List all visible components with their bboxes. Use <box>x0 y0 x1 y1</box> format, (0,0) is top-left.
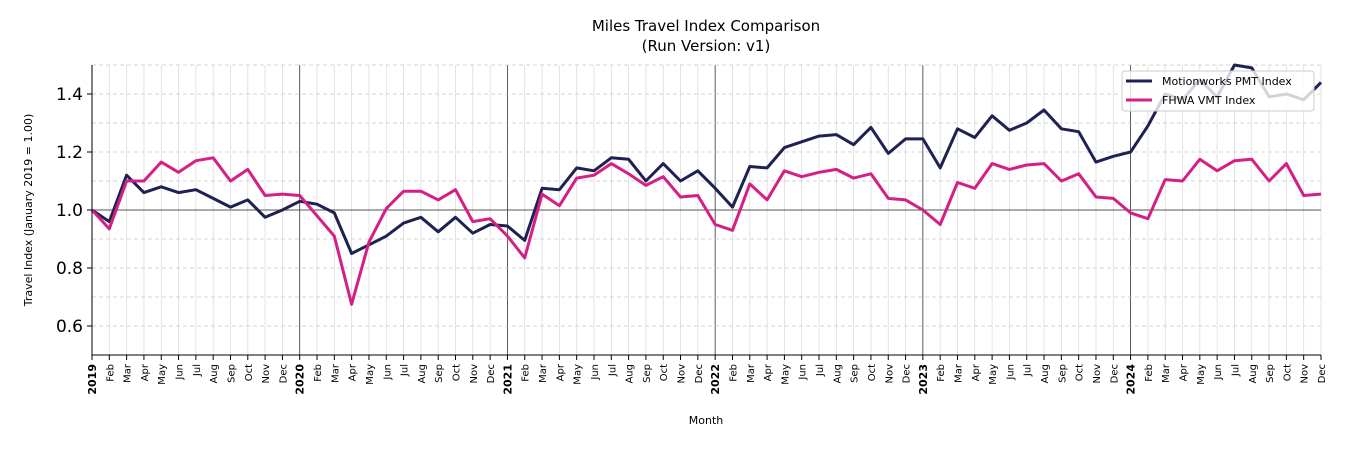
grid <box>91 64 1322 356</box>
series-line-vmt <box>90 156 1322 306</box>
x-tick-label-month: Aug <box>209 364 220 384</box>
x-tick-label-month: Nov <box>469 364 480 384</box>
x-tick-label-month: Apr <box>971 363 982 381</box>
x-tick-label-month: Nov <box>884 364 895 384</box>
x-tick-label-month: Oct <box>867 364 878 381</box>
y-tick-label: 1.2 <box>56 143 83 163</box>
x-tick-label-month: Mar <box>953 363 964 383</box>
x-tick-label-month: Aug <box>1248 364 1259 384</box>
x-tick-label-month: Jun <box>590 364 601 381</box>
x-tick-label-month: Apr <box>555 363 566 381</box>
x-tick-label-month: Dec <box>1317 364 1328 383</box>
x-tick-label-month: Dec <box>278 364 289 383</box>
chart-title: Miles Travel Index Comparison <box>592 17 820 35</box>
x-tick-label-month: Dec <box>694 364 705 383</box>
x-tick-label-month: Dec <box>1109 364 1120 383</box>
x-tick-label-month: Mar <box>538 363 549 383</box>
x-tick-label-month: Apr <box>140 363 151 381</box>
x-tick-label-month: Feb <box>521 364 532 382</box>
x-tick-label-month: Nov <box>677 364 688 384</box>
x-tick-label-month: Feb <box>728 364 739 382</box>
x-tick-label-year: 2021 <box>501 364 514 395</box>
x-tick-label-month: Jun <box>382 364 393 381</box>
series-lines <box>90 63 1323 306</box>
x-tick-label-month: Mar <box>1161 363 1172 383</box>
x-axis-label: Month <box>689 414 724 427</box>
x-tick-label-month: Nov <box>1300 364 1311 384</box>
x-tick-label-month: Feb <box>1144 364 1155 382</box>
x-tick-label-month: Sep <box>1265 364 1276 383</box>
y-axis-label: Travel Index (January 2019 = 1.00) <box>22 114 35 307</box>
x-tick-label-month: Jun <box>798 364 809 381</box>
x-tick-label-month: Jul <box>400 364 411 377</box>
x-tick-label-month: Aug <box>417 364 428 384</box>
x-tick-label-month: Oct <box>1075 364 1086 381</box>
x-tick-label-month: Jul <box>192 364 203 377</box>
x-tick-label-month: Jul <box>607 364 618 377</box>
x-tick-label-month: May <box>365 364 376 385</box>
x-tick-label-month: Nov <box>1092 364 1103 384</box>
y-tick-label: 0.8 <box>56 259 83 279</box>
x-tick-label-month: Mar <box>746 363 757 383</box>
x-tick-label-month: Dec <box>902 364 913 383</box>
x-tick-label-month: Jul <box>1230 364 1241 377</box>
y-tick-label: 1.0 <box>56 201 83 221</box>
x-tick-label-month: Oct <box>1282 364 1293 381</box>
x-tick-label-year: 2022 <box>709 364 722 395</box>
x-tick-label-year: 2019 <box>86 364 99 395</box>
x-tick-label-month: Oct <box>659 364 670 381</box>
y-tick-label: 1.4 <box>56 85 83 105</box>
x-tick-label-month: Apr <box>1179 363 1190 381</box>
x-tick-label-month: Feb <box>936 364 947 382</box>
x-tick-label-month: May <box>988 364 999 385</box>
x-tick-label-month: Sep <box>226 364 237 383</box>
x-tick-label-month: Sep <box>850 364 861 383</box>
x-tick-label-year: 2024 <box>1125 364 1138 395</box>
legend: Motionworks PMT Index FHWA VMT Index <box>1121 70 1315 112</box>
legend-label: Motionworks PMT Index <box>1162 75 1292 88</box>
x-tick-label-month: Jun <box>175 364 186 381</box>
x-tick-label-month: Sep <box>1057 364 1068 383</box>
x-tick-label-month: Oct <box>452 364 463 381</box>
x-tick-label-month: Aug <box>625 364 636 384</box>
x-tick-label-month: Apr <box>348 363 359 381</box>
x-tick-label-month: Mar <box>123 363 134 383</box>
x-tick-label-month: May <box>157 364 168 385</box>
x-tick-label-month: Apr <box>763 363 774 381</box>
x-tick-label-month: Aug <box>832 364 843 384</box>
axes: 0.6 0.8 1.0 1.2 1.4 2019 Feb Mar Apr May Jun Jul Aug… <box>56 65 1328 395</box>
x-tick-label-month: Nov <box>261 364 272 384</box>
x-tick-label-month: Oct <box>244 364 255 381</box>
x-tick-label-month: Mar <box>330 363 341 383</box>
series-line-pmt <box>91 63 1323 255</box>
x-tick-label-month: Sep <box>642 364 653 383</box>
x-tick-label-month: Feb <box>313 364 324 382</box>
legend-box <box>1121 70 1315 112</box>
x-tick-label-year: 2023 <box>917 364 930 395</box>
x-tick-label-month: Jun <box>1213 364 1224 381</box>
chart-subtitle: (Run Version: v1) <box>642 37 771 55</box>
y-tick-label: 0.6 <box>56 317 83 337</box>
x-tick-label-year: 2020 <box>294 364 307 395</box>
x-tick-label-month: Sep <box>434 364 445 383</box>
legend-label: FHWA VMT Index <box>1162 94 1256 107</box>
x-tick-label-month: May <box>573 364 584 385</box>
x-tick-label-month: Jul <box>815 364 826 377</box>
x-tick-label-month: May <box>1196 364 1207 385</box>
x-tick-label-month: Dec <box>486 364 497 383</box>
x-tick-label-month: Jun <box>1005 364 1016 381</box>
x-tick-label-month: Aug <box>1040 364 1051 384</box>
x-tick-label-month: Feb <box>105 364 116 382</box>
x-tick-label-month: Jul <box>1023 364 1034 377</box>
x-tick-label-month: May <box>780 364 791 385</box>
